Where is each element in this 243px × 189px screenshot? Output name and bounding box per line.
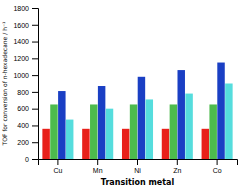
y-tick: 1200 <box>13 55 38 62</box>
y-tick: 1000 <box>13 72 38 79</box>
bar <box>202 129 209 159</box>
bar <box>162 129 169 159</box>
bar <box>58 91 65 159</box>
tick-label: 1400 <box>13 38 29 45</box>
bar <box>209 104 216 159</box>
tick-label: Co <box>213 167 222 174</box>
x-axis-title: Transition metal <box>101 178 175 187</box>
tick-label: 0 <box>25 156 29 163</box>
tick-mark <box>32 58 38 59</box>
tick-label: Mn <box>93 167 103 174</box>
axis-line <box>39 160 238 166</box>
bar <box>146 99 153 159</box>
tick-label: 400 <box>17 122 29 129</box>
bar <box>177 70 184 159</box>
bar <box>217 63 224 159</box>
plot: Cu Mn Ni Zn Co 0 200 400 600 800 1000 1200 1400 1600 1… <box>13 5 237 174</box>
bar <box>130 104 137 159</box>
tick-mark <box>32 125 38 126</box>
x-tick: Mn <box>93 159 103 174</box>
tick-mark <box>32 92 38 93</box>
tick-label: Ni <box>134 167 141 174</box>
x-tick: Ni <box>134 159 141 174</box>
y-axis-title: TOF for conversion of n-hexadecane / h⁻¹ <box>1 21 8 147</box>
x-axis: Cu Mn Ni Zn Co <box>39 159 238 174</box>
tick-label: 1600 <box>13 22 29 29</box>
y-tick: 0 <box>25 156 38 163</box>
x-tick: Zn <box>173 159 181 174</box>
bar <box>50 104 57 159</box>
tick-mark <box>177 159 178 165</box>
x-tick: Co <box>213 159 222 174</box>
y-tick: 200 <box>17 139 38 146</box>
x-tick: Cu <box>53 159 62 174</box>
tick-mark <box>32 42 38 43</box>
bar <box>106 109 113 159</box>
y-tick: 400 <box>17 122 38 129</box>
bar <box>122 129 129 159</box>
bar <box>98 86 105 159</box>
axis-line <box>32 9 39 160</box>
tick-mark <box>32 25 38 26</box>
bar <box>185 94 192 159</box>
tick-label: 800 <box>17 89 29 96</box>
y-tick: 1600 <box>13 22 38 29</box>
tick-label: 1200 <box>13 55 29 62</box>
bar <box>66 120 73 159</box>
y-tick: 1800 <box>13 5 38 12</box>
bar <box>90 104 97 159</box>
chart: Cu Mn Ni Zn Co 0 200 400 600 800 1000 1200 1400 1600 1… <box>0 0 243 189</box>
tick-label: 1000 <box>13 72 29 79</box>
bar <box>170 104 177 159</box>
tick-mark <box>137 159 138 165</box>
tick-mark <box>32 159 38 160</box>
tick-label: Cu <box>53 167 62 174</box>
bar <box>42 129 49 159</box>
bar <box>138 77 145 159</box>
y-tick: 1400 <box>13 38 38 45</box>
y-tick: 800 <box>17 89 38 96</box>
tick-mark <box>57 159 58 165</box>
tick-mark <box>217 159 218 165</box>
tick-label: 200 <box>17 139 29 146</box>
bar <box>225 84 232 160</box>
tick-mark <box>32 8 38 9</box>
tick-mark <box>32 109 38 110</box>
tick-label: Zn <box>173 167 181 174</box>
tick-mark <box>32 142 38 143</box>
bars <box>42 63 232 159</box>
tick-label: 1800 <box>13 5 29 12</box>
tick-mark <box>97 159 98 165</box>
y-tick: 600 <box>17 105 38 112</box>
tick-label: 600 <box>17 105 29 112</box>
bar <box>82 129 89 159</box>
y-axis: 0 200 400 600 800 1000 1200 1400 1600 1800 <box>13 5 38 163</box>
tick-mark <box>32 75 38 76</box>
